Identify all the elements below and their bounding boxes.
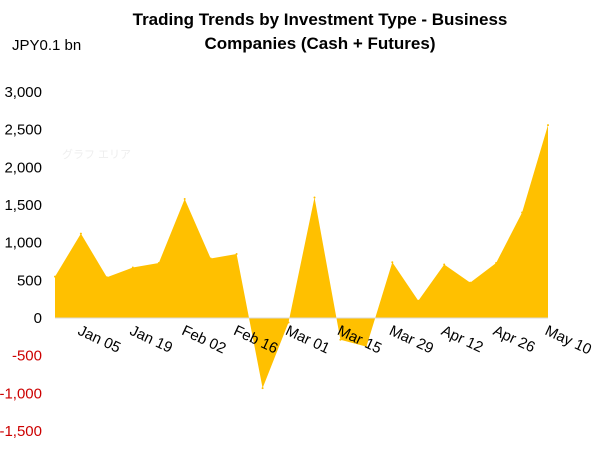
- data-point: [443, 263, 446, 266]
- data-point: [547, 124, 549, 127]
- data-point: [157, 262, 160, 264]
- x-tick-label: Mar 29: [387, 322, 436, 357]
- data-point: [365, 345, 368, 348]
- unit-label: JPY0.1 bn: [12, 37, 82, 54]
- data-point: [54, 275, 56, 278]
- data-point: [131, 266, 134, 269]
- x-axis: Jan 05 Jan 19 Feb 02 Feb 16 Mar 01 Mar 15 Mar …: [75, 322, 594, 358]
- y-tick-label: -1,500: [0, 423, 42, 440]
- y-tick-label: 2,000: [4, 159, 42, 176]
- data-point: [183, 198, 186, 200]
- y-tick-label: 3,000: [4, 84, 42, 101]
- x-tick-label: Jan 05: [75, 322, 123, 356]
- data-point: [79, 232, 82, 235]
- data-point: [521, 211, 524, 214]
- data-point: [209, 257, 212, 260]
- chart-title: Trading Trends by Investment Type - Busi…: [60, 8, 580, 56]
- x-tick-label: May 10: [542, 322, 594, 358]
- y-tick-label: 1,500: [4, 197, 42, 214]
- x-tick-label: Apr 12: [439, 322, 486, 356]
- x-tick-label: Jan 19: [127, 322, 175, 356]
- data-point: [495, 262, 498, 264]
- data-point: [261, 387, 264, 390]
- data-point: [313, 196, 316, 199]
- chart-area-watermark: グラフ エリア: [62, 147, 131, 161]
- y-tick-label: 2,500: [4, 122, 42, 139]
- y-tick-label: 1,000: [4, 235, 42, 252]
- chart-title-line-2: Companies (Cash + Futures): [204, 34, 436, 53]
- data-point: [105, 276, 108, 279]
- y-tick-label: -500: [12, 348, 42, 365]
- y-tick-label: 500: [17, 272, 42, 289]
- data-point: [417, 299, 420, 302]
- y-tick-label: 0: [34, 310, 42, 327]
- x-tick-label: Mar 01: [283, 322, 332, 357]
- x-tick-label: Apr 26: [490, 322, 537, 356]
- data-point: [469, 281, 472, 284]
- data-point: [339, 338, 342, 341]
- area-layer: [54, 124, 549, 390]
- data-point: [235, 253, 238, 255]
- x-tick-label: Feb 02: [179, 322, 229, 357]
- chart-title-line-1: Trading Trends by Investment Type - Busi…: [132, 10, 508, 29]
- y-axis: 3,000 2,500 2,000 1,500 1,000 500 0 -500 -1,000 -…: [0, 84, 42, 440]
- data-point: [391, 261, 394, 264]
- data-point: [287, 321, 290, 324]
- y-tick-label: -1,000: [0, 385, 42, 402]
